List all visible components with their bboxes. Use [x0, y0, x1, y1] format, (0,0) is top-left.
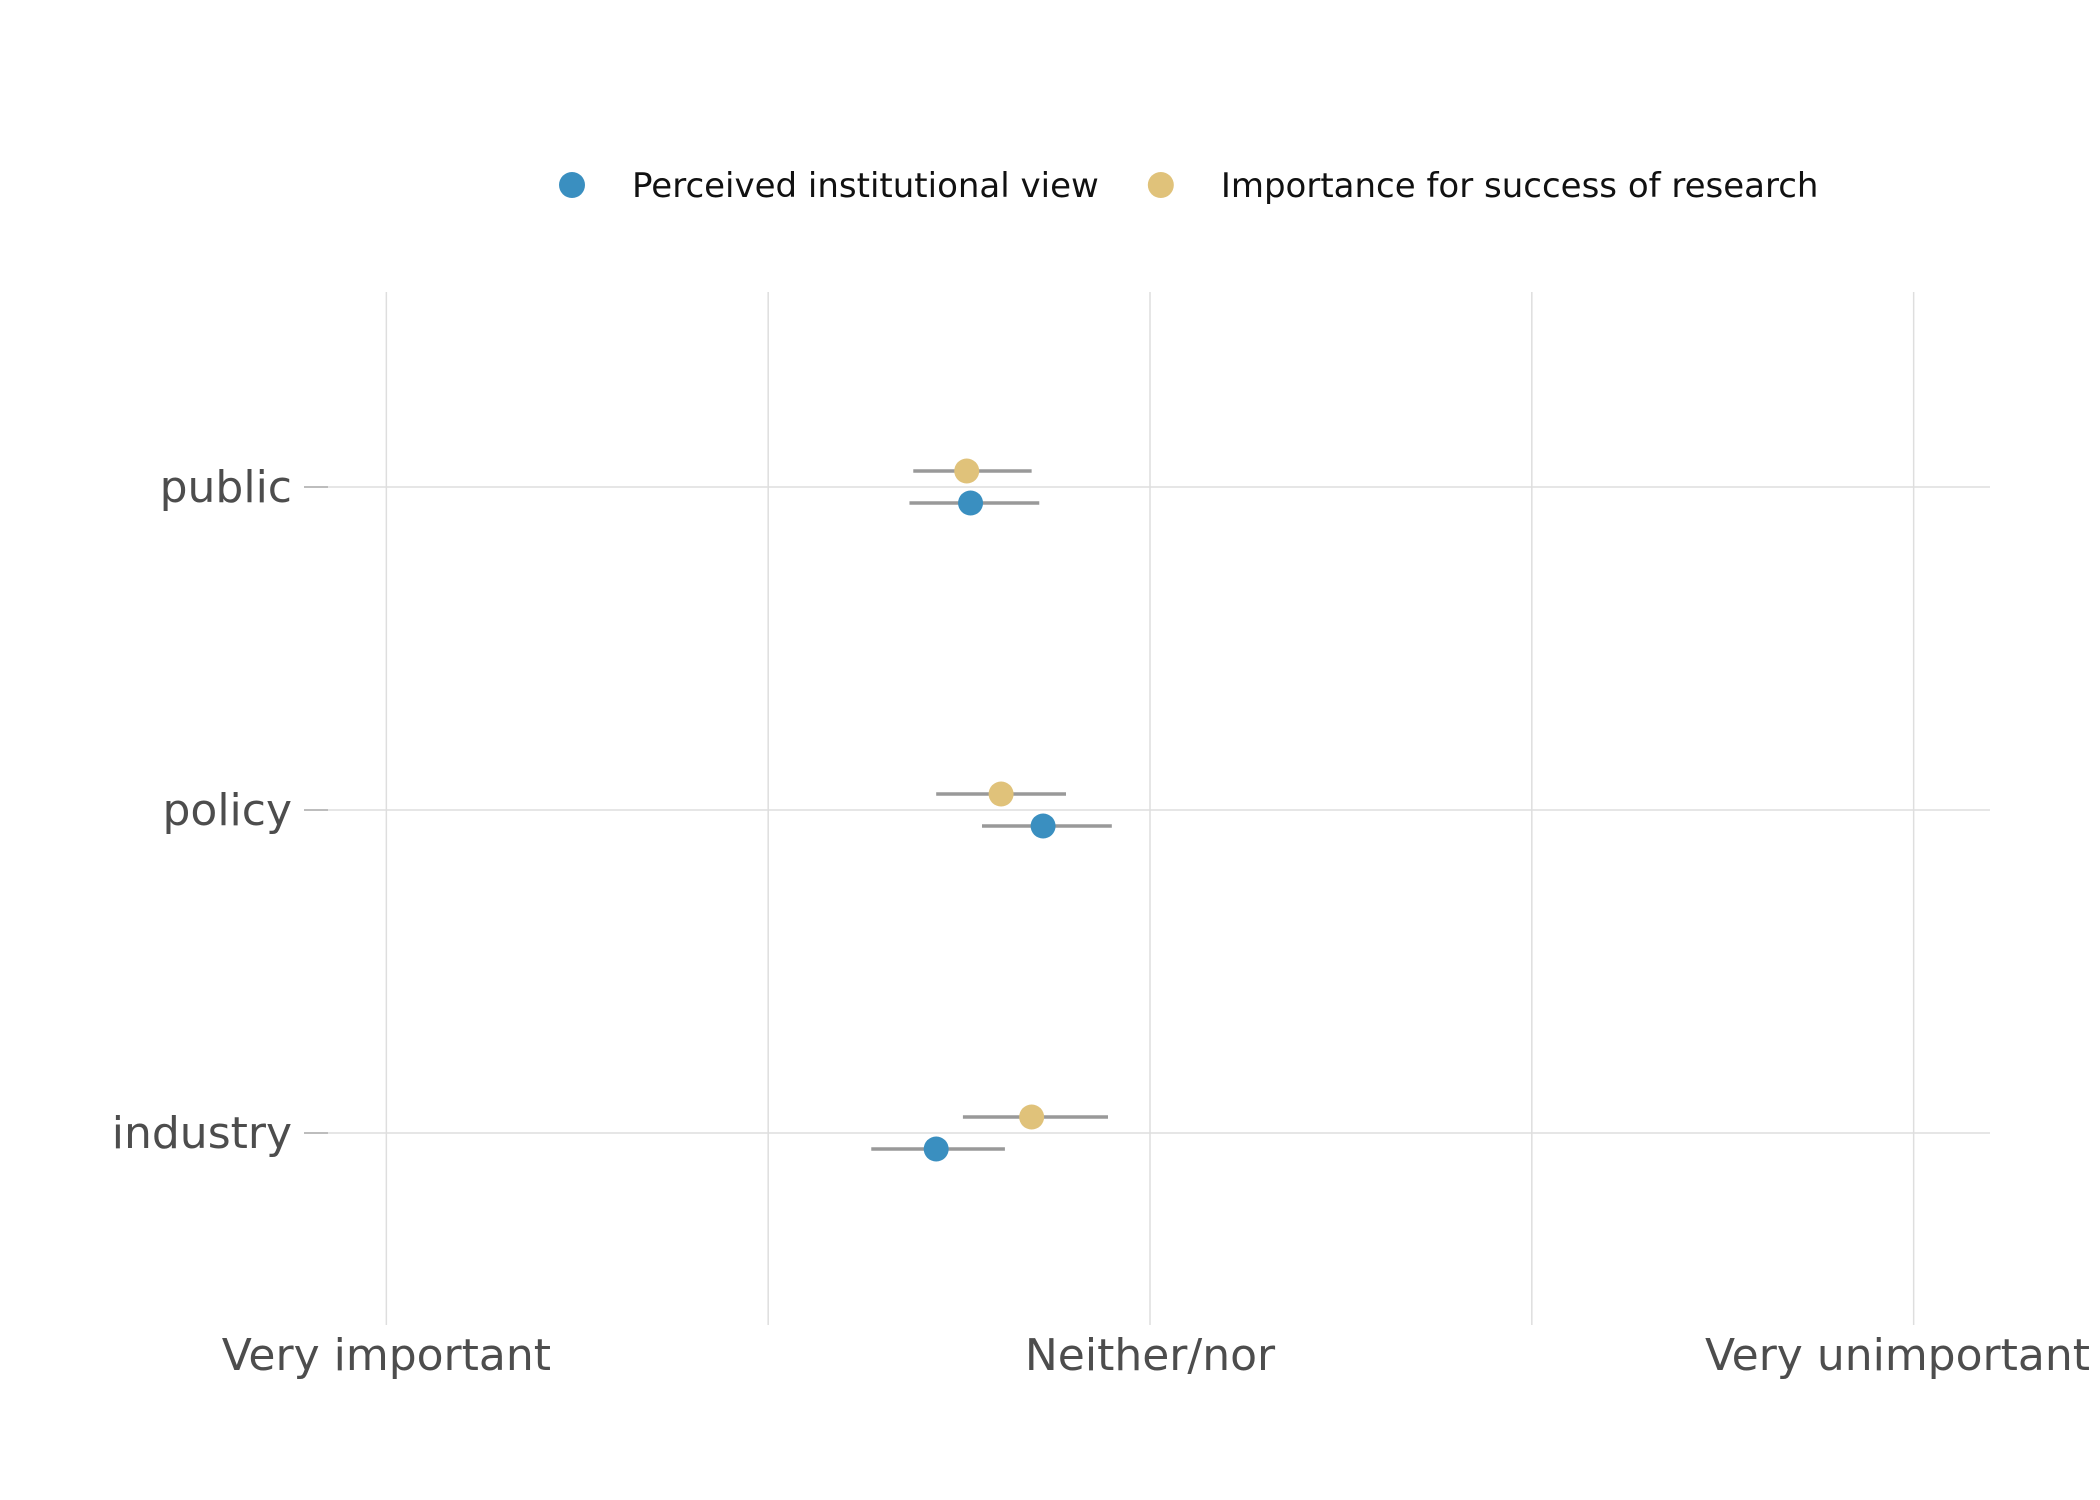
legend-label-success: Importance for success of research: [1221, 166, 1819, 206]
legend-key-success: [1147, 172, 1174, 198]
legend-label-institutional: Perceived institutional view: [632, 166, 1099, 206]
legend: Perceived institutional view Importance f…: [559, 166, 1819, 206]
gridlines: [310, 292, 1990, 1325]
y-axis: public policy industry: [112, 462, 328, 1159]
category-label-public: public: [160, 462, 292, 513]
category-label-policy: policy: [162, 785, 292, 836]
point-policy-institutional: [1030, 813, 1056, 839]
data-marks: [871, 458, 1112, 1162]
point-industry-success: [1019, 1104, 1045, 1130]
category-label-industry: industry: [112, 1108, 292, 1159]
x-tick-label: Very unimportant: [1705, 1330, 2090, 1381]
point-industry-institutional: [923, 1136, 949, 1162]
x-tick-label: Neither/nor: [1025, 1330, 1276, 1381]
legend-key-institutional: [559, 172, 585, 198]
point-public-institutional: [958, 490, 984, 516]
x-tick-label: Very important: [222, 1330, 551, 1381]
x-axis: Very important Neither/nor Very unimportan…: [222, 1330, 2090, 1381]
point-policy-success: [988, 781, 1014, 807]
point-public-success: [954, 458, 980, 484]
